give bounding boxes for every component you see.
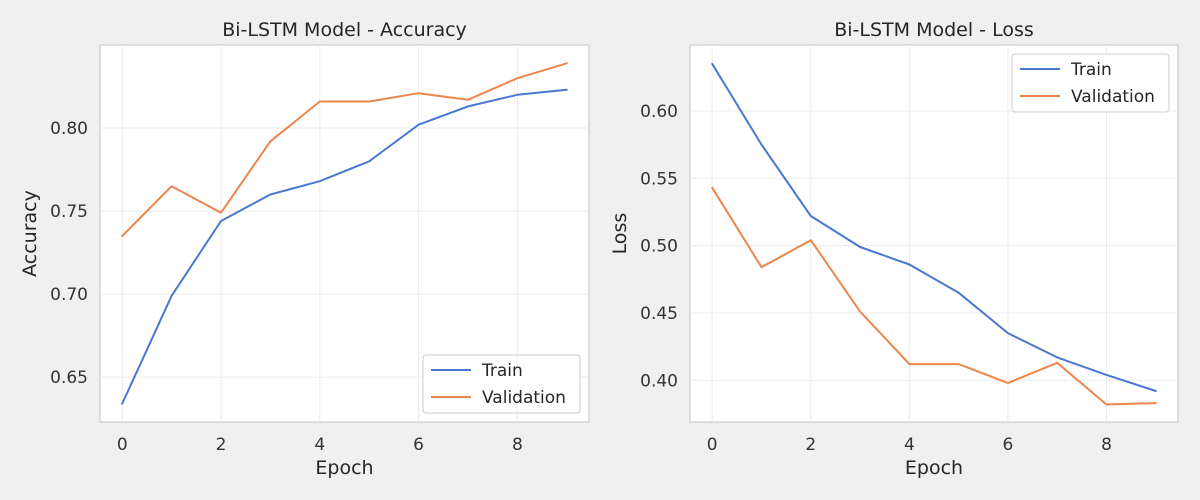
- loss-chart-title: Bi-LSTM Model - Loss: [834, 19, 1034, 41]
- accuracy-chart-title: Bi-LSTM Model - Accuracy: [222, 19, 467, 41]
- accuracy-x-tick-label: 4: [314, 435, 325, 455]
- loss-x-tick-label: 0: [707, 435, 718, 455]
- loss-x-tick-label: 6: [1003, 435, 1014, 455]
- accuracy-legend-label-train: Train: [481, 361, 523, 381]
- loss-x-axis-label: Epoch: [905, 457, 963, 479]
- loss-series-line-train: [711, 62, 1157, 392]
- accuracy-x-tick-label: 8: [512, 435, 523, 455]
- accuracy-y-axis-label: Accuracy: [19, 190, 41, 277]
- loss-y-tick-label: 0.40: [640, 371, 678, 391]
- accuracy-y-tick-label: 0.70: [50, 285, 88, 305]
- loss-y-tick-label: 0.50: [640, 237, 678, 257]
- accuracy-y-tick-label: 0.80: [50, 119, 88, 139]
- loss-y-tick-label: 0.45: [640, 304, 678, 324]
- accuracy-series-line-validation: [121, 62, 568, 237]
- loss-legend-label-train: Train: [1070, 60, 1112, 80]
- accuracy-legend: Train Validation: [422, 354, 581, 414]
- loss-chart: 0 2 4 6 8 0.40 0.45 0.50 0.55 0.60 Bi-LSTM Model -…: [609, 19, 1179, 479]
- accuracy-x-axis-label: Epoch: [315, 457, 373, 479]
- accuracy-chart: 0 2 4 6 8 0.65 0.70 0.75 0.80 Bi-LSTM Model - Acc…: [19, 19, 590, 479]
- accuracy-y-tick-label: 0.65: [50, 368, 88, 388]
- loss-legend-label-validation: Validation: [1071, 87, 1155, 107]
- loss-series-line-validation: [711, 186, 1157, 406]
- accuracy-x-tick-label: 2: [216, 435, 227, 455]
- loss-x-tick-label: 2: [805, 435, 816, 455]
- accuracy-series-line-train: [121, 88, 568, 405]
- loss-y-axis-label: Loss: [609, 213, 631, 255]
- loss-x-tick-label: 4: [904, 435, 915, 455]
- accuracy-y-tick-label: 0.75: [50, 202, 88, 222]
- loss-y-tick-label: 0.55: [640, 169, 678, 189]
- accuracy-x-tick-label: 6: [413, 435, 424, 455]
- loss-legend: Train Validation: [1011, 53, 1170, 113]
- accuracy-legend-label-validation: Validation: [482, 388, 566, 408]
- accuracy-x-tick-label: 0: [117, 435, 128, 455]
- loss-y-tick-label: 0.60: [640, 102, 678, 122]
- loss-x-tick-label: 8: [1101, 435, 1112, 455]
